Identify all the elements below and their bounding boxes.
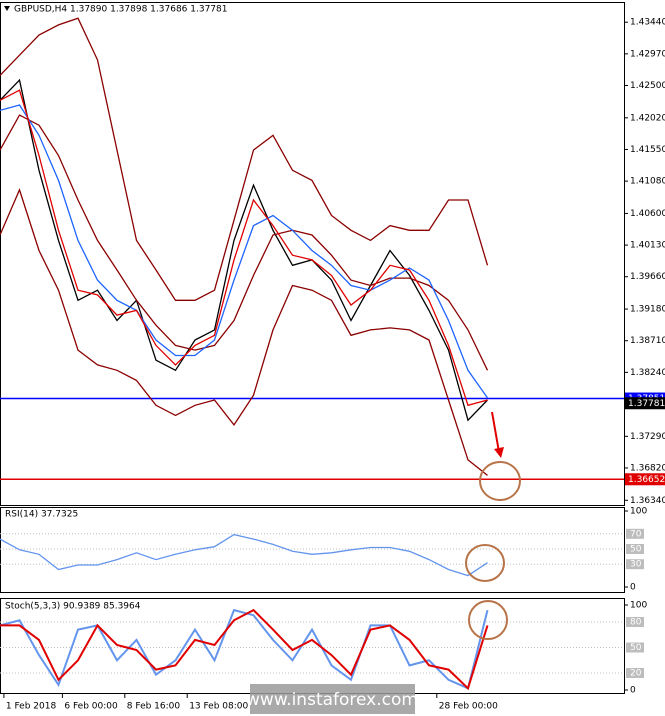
series-line [0,608,489,690]
level-label: 80 [630,618,642,628]
level-label: 70 [630,529,642,539]
stoch-title: Stoch(5,3,3) 90.9389 85.3964 [5,602,141,612]
series-line [0,78,488,422]
x-tick-label: 28 Feb 00:00 [439,702,498,712]
series-line [0,188,488,476]
y-tick-label: 1.36820 [630,463,665,473]
level-label: 50 [630,643,642,653]
watermark-band [250,684,415,714]
y-tick-label: 1.36340 [630,496,665,506]
level-label-box [625,473,665,486]
chart-title: GBPUSD,H4 1.37890 1.37898 1.37686 1.3778… [14,5,227,15]
series-line [0,533,488,577]
y-tick-label: 1.41550 [630,145,665,155]
level-label: 1.36652 [628,475,665,485]
y-tick-label: 1.38710 [630,336,665,346]
highlight-circle [465,544,505,582]
y-tick-label: 1.42970 [630,49,665,59]
last-price-box [625,397,665,410]
series-line [0,89,488,407]
arrow-head [494,447,504,458]
y-tick-label: 1.39660 [630,272,665,282]
level-label-box [626,617,644,627]
level-label-box [626,544,644,554]
level-label-box [626,642,644,653]
series-line [0,17,489,301]
y-tick-label: 1.42020 [630,113,665,123]
last-price-label: 1.37781 [628,399,665,409]
y-tick-label: 1.43440 [630,18,665,28]
y-tick-label: 1.40600 [630,209,665,219]
highlight-circle [479,461,521,501]
x-tick-label: 13 Feb 08:00 [189,702,248,712]
highlight-circle [468,600,508,640]
series-line [0,104,489,399]
arrow-shaft [491,411,500,453]
plot-layer: 1.43440 1.42970 1.42500 1.42020 1.41550 1.410… [0,17,665,712]
series-line [0,608,489,691]
rsi-title: RSI(14) 37.7325 [5,510,78,520]
y-tick-label: 1.40130 [630,241,665,251]
y-tick-label: 1.37290 [630,432,665,442]
y-tick-label: 1.38240 [630,368,665,378]
level-label: 30 [630,560,642,570]
level-label-box [626,559,644,570]
rsi-panel [0,507,625,593]
level-label: 50 [630,545,642,555]
level-label-box [626,668,644,678]
x-tick-label: 6 Feb 00:00 [64,702,118,712]
y-tick-label: 1.41080 [630,177,665,187]
watermark: www.instaforex.com [246,690,418,710]
y-tick-label: 0 [630,583,636,593]
x-tick-label: 8 Feb 16:00 [127,702,181,712]
y-tick-label: 100 [630,507,647,517]
y-tick-label: 0 [630,686,636,696]
collapse-icon [4,6,10,11]
x-tick-label: 1 Feb 2018 [6,702,57,712]
y-tick-label: 100 [630,601,647,611]
level-label-box [626,528,644,539]
series-line [0,114,489,371]
main-panel [0,2,625,506]
y-tick-label: 1.39180 [630,305,665,315]
y-tick-label: 1.42500 [630,81,665,91]
level-label: 20 [630,669,642,679]
